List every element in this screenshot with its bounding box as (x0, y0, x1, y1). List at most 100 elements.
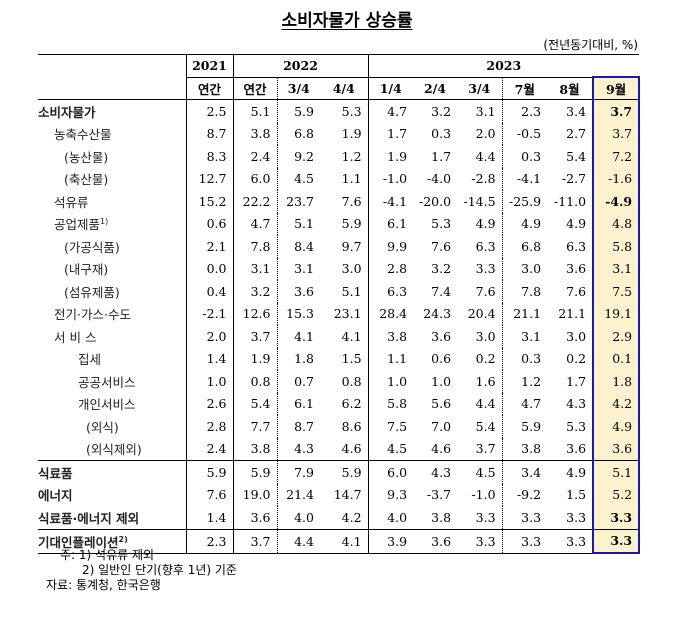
value-cell: 5.9 (501, 415, 548, 438)
table-row: 공업제품1) 0.6 4.7 5.1 5.9 6.1 5.3 4.9 4.9 4.9 4.8 (38, 212, 641, 235)
value-cell: 3.6 (566, 261, 587, 277)
value-cell: 3.3 (457, 528, 503, 554)
value-cell: 4.1 (276, 325, 320, 348)
value-cell: 3.4 (501, 460, 548, 484)
value-cell: -0.5 (501, 122, 548, 145)
footnote-1: 주: 1) 석유류 제외 (60, 548, 155, 562)
value-cell: 3.8 (367, 325, 414, 348)
value-cell: 3.1 (232, 257, 277, 280)
row-label: (농산물) (64, 149, 109, 165)
value-cell: 2.0 (185, 325, 233, 348)
table-row: (섬유제품) 0.4 3.2 3.6 5.1 6.3 7.4 7.6 7.8 7.6 7.5 (38, 280, 641, 303)
value-cell: 3.1 (501, 325, 548, 348)
value-cell: 4.4 (475, 148, 496, 164)
row-label: (외식) (86, 419, 119, 435)
value-cell: 2.4 (185, 437, 233, 461)
row-label: 공공서비스 (78, 374, 136, 390)
value-cell: 1.1 (341, 171, 362, 187)
table-row: 기대인플레이션2) 2.3 3.7 4.4 4.1 3.9 3.6 3.3 3.3 3.3 3.3 (38, 528, 641, 554)
value-cell: 5.1 (276, 212, 320, 235)
row-label: 기대인플레이션2) (38, 528, 186, 554)
value-cell: 0.7 (276, 370, 320, 393)
source-note: 자료: 통계청, 한국은행 (46, 578, 161, 592)
value-cell: 1.4 (185, 506, 233, 529)
value-cell: 1.8 (592, 370, 641, 393)
value-cell: 4.4 (276, 528, 320, 554)
value-cell: 5.1 (341, 283, 362, 299)
row-label: (내구재) (64, 262, 109, 278)
value-cell: 0.6 (185, 212, 233, 235)
value-cell: 3.3 (501, 506, 548, 529)
value-cell: 8.7 (276, 415, 320, 438)
value-cell: 4.0 (276, 506, 320, 529)
value-cell: 3.6 (413, 528, 458, 554)
value-cell: 1.5 (566, 487, 587, 503)
table-body: 소비자물가 2.5 5.1 5.9 5.3 4.7 3.2 3.1 2.3 3.4 3.7 농축수산물… (38, 99, 641, 554)
value-cell: 5.9 (341, 216, 362, 232)
value-cell: 0.3 (501, 347, 548, 370)
value-cell: 3.0 (501, 257, 548, 280)
value-cell: 1.2 (501, 370, 548, 393)
value-cell: 4.9 (566, 216, 587, 232)
value-cell: 2.9 (592, 325, 641, 348)
cpi-table: 2021 2022 2023 연간 연간 3/4 4/4 1/4 2/4 3/4 7월 8월 9월… (38, 54, 641, 554)
value-cell: 24.3 (423, 306, 452, 322)
row-label: (축산물) (64, 172, 109, 188)
table-row: 식료품 5.9 5.9 7.9 5.9 6.0 4.3 4.5 3.4 4.9 5.1 (38, 460, 641, 484)
value-cell: 3.2 (431, 261, 452, 277)
value-cell: 6.3 (367, 280, 414, 303)
value-cell: 0.6 (431, 351, 452, 367)
value-cell: -1.6 (592, 167, 641, 190)
header-corner (38, 54, 186, 77)
value-cell: 7.5 (592, 280, 641, 303)
header-period-row: 연간 연간 3/4 4/4 1/4 2/4 3/4 7월 8월 9월 (38, 76, 641, 100)
value-cell: 3.8 (431, 509, 452, 525)
table-row: (농산물) 8.3 2.4 9.2 1.2 1.9 1.7 4.4 0.3 5.4 7.2 (38, 145, 641, 168)
value-cell: 5.3 (431, 216, 452, 232)
header-year-2023: 2023 (367, 54, 640, 77)
value-cell: 4.6 (341, 441, 362, 457)
value-cell: 7.6 (475, 283, 496, 299)
value-cell: 5.4 (475, 418, 496, 434)
value-cell: 5.8 (367, 392, 414, 415)
value-cell: 1.0 (431, 373, 452, 389)
value-cell: 3.8 (232, 122, 277, 145)
table-row: (축산물) 12.7 6.0 4.5 1.1 -1.0 -4.0 -2.8 -4.1 -2.7 -1… (38, 167, 641, 190)
value-cell: 1.0 (185, 370, 233, 393)
value-cell: 1.6 (475, 373, 496, 389)
value-cell: 2.8 (185, 415, 233, 438)
value-cell: -11.0 (553, 193, 587, 209)
table-row: 에너지 7.6 19.0 21.4 14.7 9.3 -3.7 -1.0 -9.2 1.5 5.2 (38, 483, 641, 506)
table-row: (내구재) 0.0 3.1 3.1 3.0 2.8 3.2 3.3 3.0 3.6 3.1 (38, 257, 641, 280)
value-cell: 2.7 (566, 126, 587, 142)
value-cell: 4.2 (592, 392, 641, 415)
value-cell: 3.2 (431, 103, 452, 119)
value-cell: 7.6 (431, 238, 452, 254)
value-cell: 5.8 (592, 235, 641, 258)
value-cell: 6.0 (367, 460, 414, 484)
value-cell: 8.6 (341, 418, 362, 434)
table-title: 소비자물가 상승률 (281, 11, 413, 31)
value-cell: 6.8 (276, 122, 320, 145)
row-label: (외식제외) (86, 442, 142, 458)
value-cell: 3.1 (592, 257, 641, 280)
table-row: 서 비 스 2.0 3.7 4.1 4.1 3.8 3.6 3.0 3.1 3.0 2.9 (38, 325, 641, 348)
value-cell: -4.9 (592, 190, 641, 213)
value-cell: 2.8 (367, 257, 414, 280)
value-cell: 1.8 (276, 347, 320, 370)
value-cell: 2.5 (185, 99, 233, 123)
value-cell: 21.1 (558, 306, 587, 322)
value-cell: 3.0 (341, 261, 362, 277)
value-cell: 0.3 (431, 126, 452, 142)
value-cell: 4.5 (276, 167, 320, 190)
value-cell: 4.1 (320, 528, 369, 554)
header-period: 9월 (592, 76, 641, 100)
row-label: 에너지 (38, 488, 73, 504)
value-cell: 9.2 (276, 145, 320, 168)
value-cell: 6.3 (475, 238, 496, 254)
value-cell: 4.5 (457, 460, 503, 484)
value-cell: 6.8 (501, 235, 548, 258)
value-cell: 3.4 (566, 103, 587, 119)
table-row: 석유류 15.2 22.2 23.7 7.6 -4.1 -20.0 -14.5 -25.9 -11… (38, 190, 641, 213)
value-cell: 0.1 (592, 347, 641, 370)
